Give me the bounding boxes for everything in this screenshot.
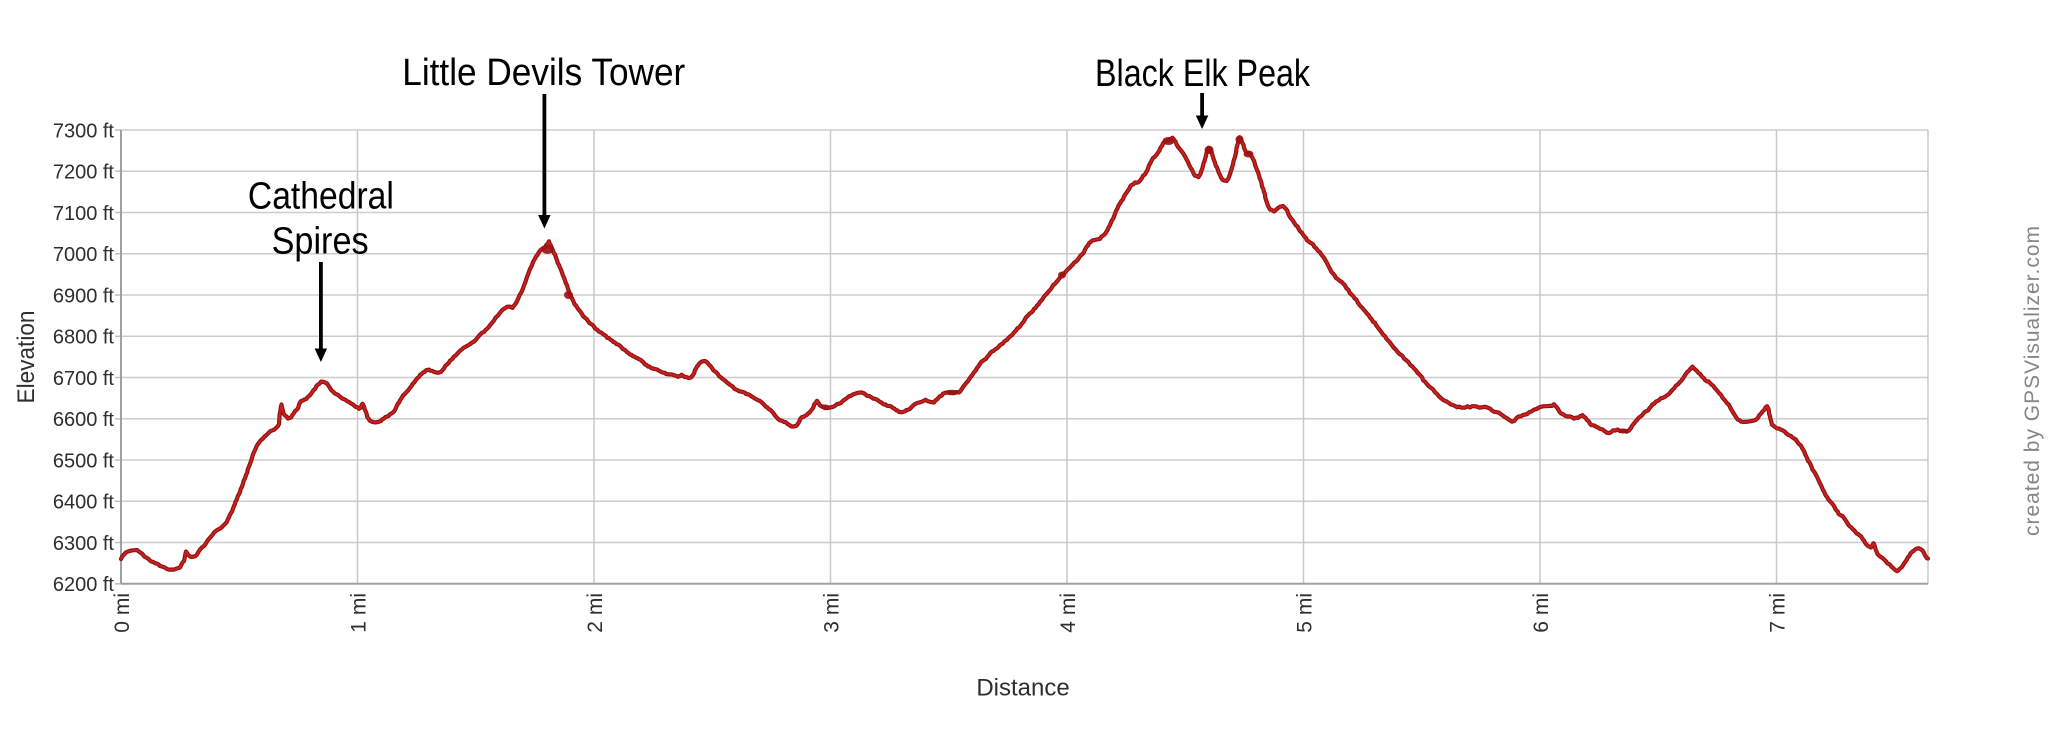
svg-text:7300 ft: 7300 ft [53,120,115,142]
svg-text:0 mi: 0 mi [111,593,134,633]
svg-text:Cathedral: Cathedral [248,176,394,218]
svg-text:Little Devils Tower: Little Devils Tower [402,52,685,94]
svg-text:7 mi: 7 mi [1767,593,1790,633]
svg-text:Distance: Distance [976,675,1069,702]
svg-text:6700 ft: 6700 ft [53,368,115,390]
svg-text:Black Elk Peak: Black Elk Peak [1095,53,1311,95]
svg-text:6900 ft: 6900 ft [53,285,115,307]
svg-text:1 mi: 1 mi [348,593,371,633]
svg-text:7000 ft: 7000 ft [53,244,115,266]
svg-text:created by GPSVisualizer.com: created by GPSVisualizer.com [2021,226,2044,536]
svg-text:7100 ft: 7100 ft [53,203,115,225]
svg-text:7200 ft: 7200 ft [53,162,115,184]
svg-text:6600 ft: 6600 ft [53,409,115,431]
svg-text:Elevation: Elevation [13,311,40,404]
svg-text:2 mi: 2 mi [584,593,607,633]
svg-text:6800 ft: 6800 ft [53,327,115,349]
svg-text:6300 ft: 6300 ft [53,533,115,555]
svg-text:4 mi: 4 mi [1057,593,1080,633]
svg-text:6400 ft: 6400 ft [53,492,115,514]
svg-text:5 mi: 5 mi [1294,593,1317,633]
svg-text:6 mi: 6 mi [1530,593,1553,633]
svg-text:Spires: Spires [272,221,369,263]
svg-text:6200 ft: 6200 ft [53,574,115,596]
svg-text:6500 ft: 6500 ft [53,450,115,472]
svg-text:3 mi: 3 mi [821,593,844,633]
